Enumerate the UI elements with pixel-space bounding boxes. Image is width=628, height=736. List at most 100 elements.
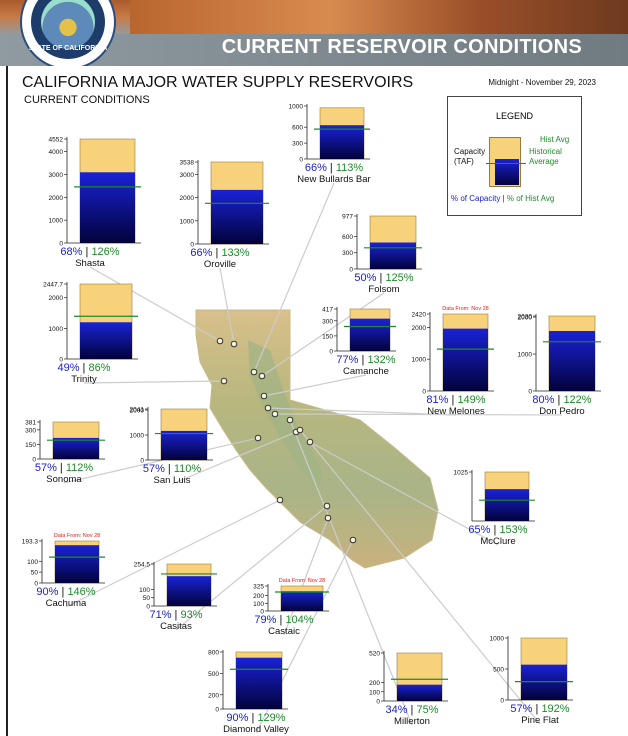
pct-hist-avg-shasta: 126%: [91, 246, 119, 258]
pct-capacity-new-bullards-bar: 66%: [305, 162, 327, 174]
storage-bar-folsom: [370, 242, 416, 269]
percent-labels-camanche: 77% | 132%: [336, 354, 395, 366]
tick-label-cachuma: 193.3: [22, 539, 39, 546]
storage-bar-don-pedro: [549, 331, 595, 391]
reservoir-dot-folsom: [258, 372, 266, 380]
tick-label-diamond-valley: 200: [208, 692, 219, 699]
pct-capacity-camanche: 77%: [336, 354, 358, 366]
pct-hist-avg-millerton: 75%: [416, 704, 438, 716]
leader-line-oroville: [219, 267, 235, 345]
tick-label-castaic: 325: [253, 584, 264, 591]
leader-line-trinity: [83, 380, 225, 384]
storage-bar-new-melones: [443, 328, 488, 391]
reservoir-name-new-bullards-bar: New Bullards Bar: [297, 174, 370, 185]
separator-camanche: |: [358, 354, 367, 366]
tick-label-camanche: 0: [329, 349, 333, 356]
pct-hist-avg-don-pedro: 122%: [563, 394, 591, 406]
storage-bar-castaic: [281, 591, 323, 611]
tick-label-camanche: 300: [322, 318, 333, 325]
pct-capacity-oroville: 66%: [190, 247, 212, 259]
pct-capacity-new-melones: 81%: [426, 394, 448, 406]
leader-line-shasta: [89, 266, 221, 342]
tick-label-new-bullards-bar: 1000: [289, 104, 304, 111]
pct-hist-avg-pine-flat: 192%: [541, 703, 569, 715]
separator-pine-flat: |: [532, 703, 541, 715]
legend-pct-hist-avg: % of Hist Avg: [506, 194, 555, 203]
data-note-castaic: Data From: Nov 28: [279, 578, 325, 584]
data-note-cachuma: Data From: Nov 28: [54, 533, 100, 539]
pct-capacity-trinity: 49%: [57, 362, 79, 374]
leader-line-cachuma: [65, 499, 281, 608]
storage-bar-diamond-valley: [236, 657, 282, 709]
separator-don-pedro: |: [554, 394, 563, 406]
tick-label-new-bullards-bar: 600: [292, 125, 303, 132]
reservoir-name-shasta: Shasta: [75, 258, 105, 269]
pct-hist-avg-cachuma: 146%: [67, 586, 95, 598]
leader-line-new-melones: [267, 407, 457, 416]
reservoir-name-pine-flat: Pine Flat: [521, 715, 559, 726]
tick-label-casitas: 100: [139, 587, 150, 594]
tick-label-sonoma: 0: [32, 457, 36, 464]
legend-pct-capacity: % of Capacity: [451, 194, 501, 203]
tick-label-cachuma: 50: [31, 570, 39, 577]
storage-bar-trinity: [80, 322, 132, 359]
tick-label-shasta: 0: [59, 241, 63, 248]
reservoir-dot-pine-flat: [296, 426, 304, 434]
tick-label-don-pedro: 2030: [518, 314, 533, 321]
percent-labels-new-melones: 81% | 149%: [426, 394, 485, 406]
page-border: [6, 66, 8, 736]
pct-capacity-cachuma: 90%: [36, 586, 58, 598]
reservoir-dot-oroville: [230, 340, 238, 348]
legend-separator: |: [500, 194, 507, 203]
tick-label-casitas: 50: [143, 595, 151, 602]
chart-pine-flat: 1000 500 0 57% | 192%Pine Flat: [490, 636, 573, 726]
leader-line-castaic: [283, 517, 329, 636]
pct-capacity-casitas: 71%: [149, 609, 171, 621]
tick-label-sonoma: 381: [25, 420, 36, 427]
legend-historical-1: Historical: [529, 147, 562, 156]
percent-labels-don-pedro: 80% | 122%: [532, 394, 591, 406]
leader-line-new-bullards-bar: [253, 182, 335, 373]
tick-label-folsom: 300: [342, 250, 353, 257]
tick-label-castaic: 200: [253, 593, 264, 600]
tick-label-millerton: 100: [369, 689, 380, 696]
storage-bar-mcclure: [485, 489, 529, 521]
separator-new-melones: |: [448, 394, 457, 406]
tick-label-sonoma: 150: [25, 442, 36, 449]
separator-sonoma: |: [57, 462, 66, 474]
reservoir-dot-sonoma: [254, 434, 262, 442]
pct-hist-avg-mcclure: 153%: [499, 524, 527, 536]
tick-label-shasta: 4552: [49, 137, 64, 144]
banner-photo: [130, 0, 628, 34]
pct-capacity-diamond-valley: 90%: [226, 712, 248, 724]
tick-label-diamond-valley: 0: [215, 707, 219, 714]
leader-lines: [63, 182, 563, 734]
percent-labels-mcclure: 65% | 153%: [468, 524, 527, 536]
leader-line-millerton: [289, 419, 413, 726]
leader-line-folsom: [261, 292, 385, 377]
separator-oroville: |: [212, 247, 221, 259]
legend-hist-avg-label: Hist Avg: [540, 135, 570, 144]
page-title: CALIFORNIA MAJOR WATER SUPPLY RESERVOIRS: [22, 74, 414, 91]
percent-labels-pine-flat: 57% | 192%: [510, 703, 569, 715]
pct-capacity-mcclure: 65%: [468, 524, 490, 536]
leader-line-don-pedro: [274, 413, 563, 416]
separator-new-bullards-bar: |: [327, 162, 336, 174]
storage-bar-pine-flat: [521, 664, 567, 700]
percent-labels-millerton: 34% | 75%: [385, 704, 438, 716]
tick-label-don-pedro: 0: [528, 389, 532, 396]
percent-labels-oroville: 66% | 133%: [190, 247, 249, 259]
chart-cachuma: 193.3 100 50 0 Data From: Nov 28 90% | 146%Ca…: [22, 533, 105, 609]
tick-label-folsom: 0: [349, 267, 353, 274]
separator-casitas: |: [172, 609, 181, 621]
pct-capacity-folsom: 50%: [354, 272, 376, 284]
pct-capacity-don-pedro: 80%: [532, 394, 554, 406]
pct-hist-avg-new-melones: 149%: [457, 394, 485, 406]
tick-label-san-luis: 2000: [130, 408, 145, 415]
pct-hist-avg-camanche: 132%: [367, 354, 395, 366]
report-date: Midnight - November 29, 2023: [488, 78, 596, 87]
pct-hist-avg-new-bullards-bar: 113%: [336, 162, 364, 174]
